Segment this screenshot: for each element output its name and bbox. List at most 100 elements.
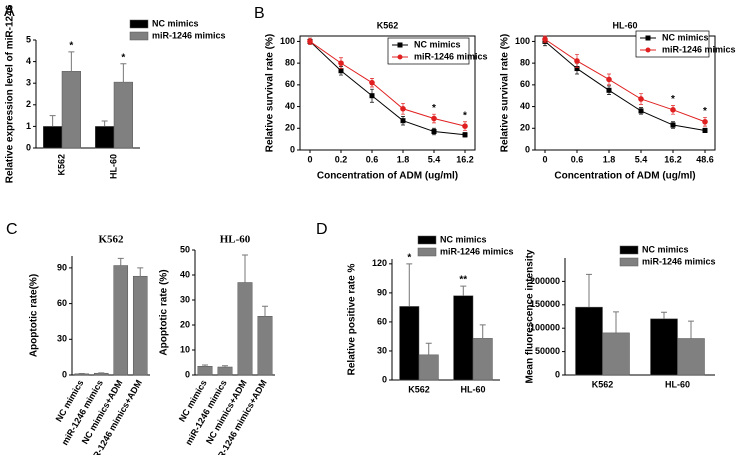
y-tick-label: 30: [377, 345, 387, 355]
legend-marker: [397, 54, 403, 60]
annotation: *: [407, 252, 411, 263]
annotation: *: [432, 103, 436, 114]
error-bar: [425, 342, 432, 355]
legend-label: NC mimics: [642, 244, 689, 254]
point: [338, 68, 344, 74]
legend-swatch: [417, 247, 437, 257]
x-axis-label: Concentration of ADM (ug/ml): [317, 171, 458, 182]
error-bar: [688, 320, 694, 339]
legend-marker: [645, 47, 651, 53]
x-tick-label: 5.4: [428, 154, 441, 164]
y-tick-label: 60: [520, 79, 530, 89]
point: [606, 87, 612, 93]
bar: [453, 295, 474, 381]
legend-label: miR-1246 mimics: [662, 44, 736, 54]
y-tick-label: 3: [26, 78, 31, 88]
error-bar: [68, 51, 75, 72]
y-tick-label: 80: [285, 58, 295, 68]
bar: [93, 372, 109, 376]
chart-title: K562: [377, 20, 399, 30]
x-tick-label: 1.8: [603, 154, 616, 164]
x-tick-label: 0: [307, 154, 312, 164]
point: [670, 122, 676, 128]
legend-label: miR-1246 mimics: [152, 30, 226, 40]
x-tick-label: 0.6: [366, 154, 379, 164]
legend-label: miR-1246 mimics: [414, 51, 488, 61]
legend-label: NC mimics: [152, 18, 199, 28]
error-bar: [202, 364, 208, 367]
series-line: [309, 41, 466, 136]
x-tick-label: K562: [56, 154, 66, 176]
y-tick-label: 100: [515, 36, 530, 46]
point: [638, 108, 644, 114]
y-tick-label: 1: [26, 121, 31, 131]
panel-label: D: [316, 221, 328, 238]
bar: [61, 71, 81, 149]
y-tick-label: 0: [290, 144, 295, 154]
x-axis-label: Concentration of ADM (ug/ml): [554, 171, 695, 182]
legend-label: miR-1246 mimics: [440, 246, 514, 256]
y-tick-label: 60: [377, 316, 387, 326]
point: [400, 118, 406, 124]
x-tick-label: 0: [542, 154, 547, 164]
y-axis-label: Relative positive rate %: [347, 264, 358, 376]
bar: [43, 126, 63, 149]
legend-label: NC mimics: [662, 32, 709, 42]
chart-title: HL-60: [220, 234, 251, 246]
x-tick-label: K562: [408, 384, 430, 394]
point: [462, 132, 468, 138]
error-bar: [262, 305, 268, 317]
bar: [418, 354, 439, 381]
point: [702, 118, 708, 125]
y-tick-label: 60: [57, 298, 67, 308]
error-bar: [479, 324, 486, 339]
legend-swatch: [619, 257, 639, 267]
bar: [472, 338, 493, 381]
y-axis-label: Relative expression level of miR-1246: [5, 4, 16, 183]
legend-swatch: [619, 245, 639, 255]
y-tick-label: 100000: [530, 323, 560, 333]
x-tick-label: 0.6: [571, 154, 584, 164]
chart-title: HL-60: [612, 20, 637, 30]
point: [702, 127, 708, 133]
y-tick-label: 0: [555, 369, 560, 379]
y-tick-label: 20: [285, 123, 295, 133]
y-tick-label: 20: [520, 123, 530, 133]
bar: [95, 126, 115, 149]
bar: [257, 316, 273, 376]
y-tick-label: 0: [382, 374, 387, 384]
error-bar: [613, 311, 619, 333]
error-bar: [222, 365, 228, 367]
y-tick-label: 50: [180, 244, 190, 254]
point: [638, 96, 644, 102]
y-tick-label: 40: [285, 101, 295, 111]
annotation: *: [69, 41, 73, 52]
y-tick-label: 10: [180, 344, 190, 354]
x-tick-label: HL-60: [665, 379, 690, 389]
panel-label: A: [4, 3, 15, 20]
legend-swatch: [417, 235, 437, 245]
y-tick-label: 30: [57, 334, 67, 344]
point: [338, 60, 344, 66]
panel-label: B: [254, 5, 265, 22]
point: [400, 105, 406, 112]
y-tick-label: 150000: [530, 299, 560, 309]
y-tick-label: 100: [280, 36, 295, 46]
point: [670, 107, 676, 113]
bar: [237, 282, 253, 376]
annotation: *: [671, 94, 675, 105]
x-tick-label: 16.2: [456, 154, 474, 164]
point: [369, 93, 375, 99]
y-tick-label: 120: [372, 258, 387, 268]
legend-label: NC mimics: [414, 39, 461, 49]
y-tick-label: 30: [180, 294, 190, 304]
x-tick-label: 0.2: [335, 154, 348, 164]
y-tick-label: 0: [62, 369, 67, 379]
plot-frame: [534, 35, 716, 151]
error-bar: [49, 115, 56, 127]
error-bar: [101, 120, 108, 127]
point: [542, 36, 548, 43]
bar: [132, 275, 148, 376]
annotation: *: [463, 110, 467, 121]
